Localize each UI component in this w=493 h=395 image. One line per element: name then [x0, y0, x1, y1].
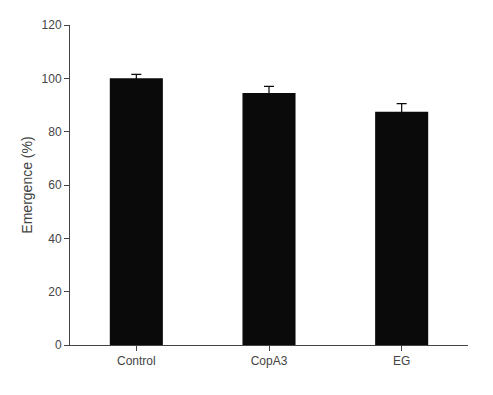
svg-text:40: 40 [48, 232, 62, 246]
svg-text:100: 100 [42, 72, 62, 86]
svg-text:Emergence (%): Emergence (%) [19, 136, 35, 233]
svg-text:120: 120 [42, 18, 62, 32]
svg-text:80: 80 [48, 125, 62, 139]
svg-text:0: 0 [55, 338, 62, 352]
svg-text:Control: Control [117, 354, 156, 368]
svg-text:CopA3: CopA3 [251, 354, 288, 368]
svg-text:20: 20 [48, 285, 62, 299]
svg-text:EG: EG [393, 354, 410, 368]
svg-text:60: 60 [48, 178, 62, 192]
